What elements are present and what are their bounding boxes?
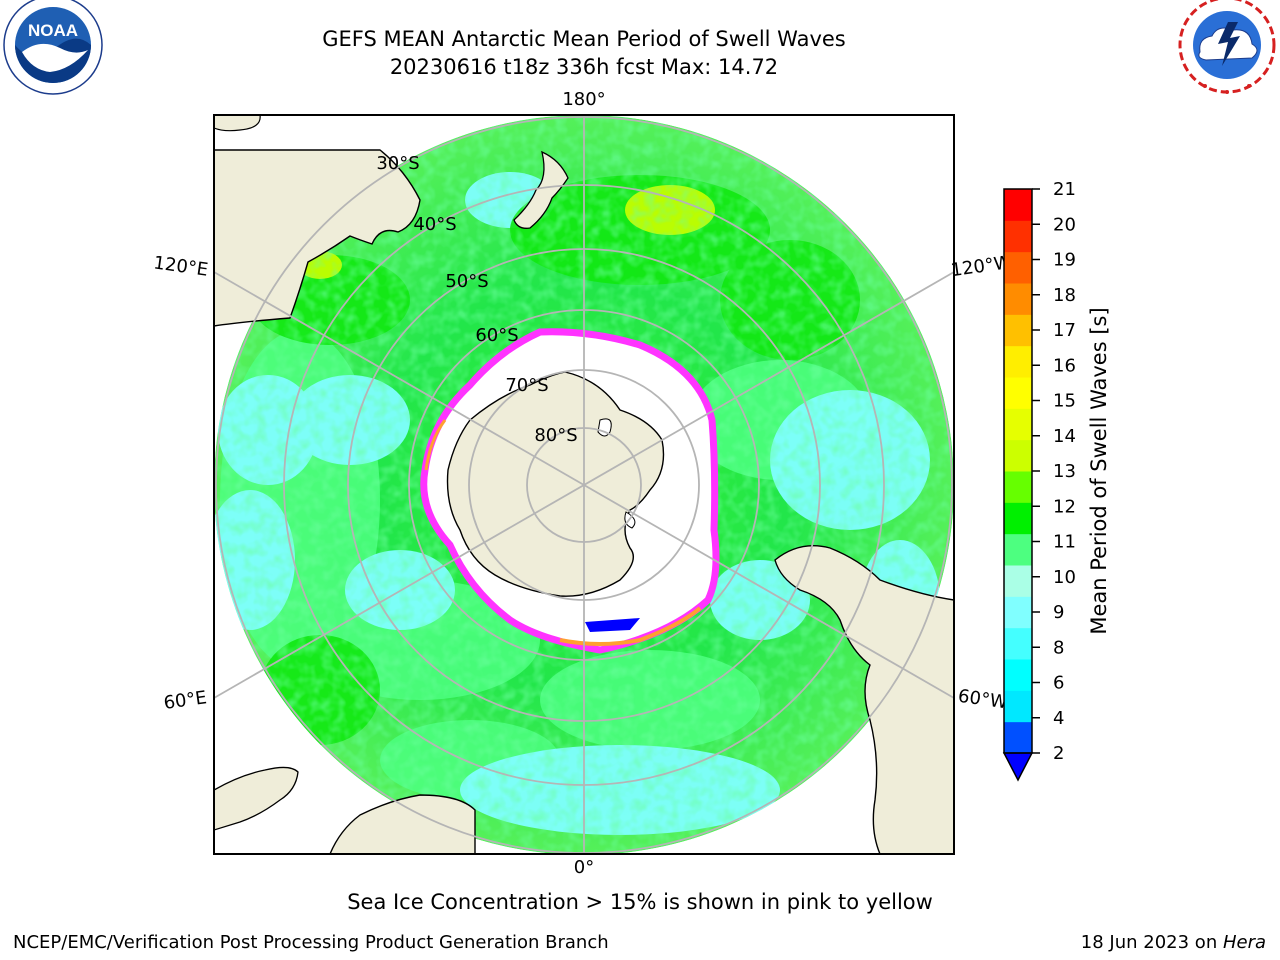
lat-label-70s: 70°S xyxy=(505,375,548,396)
colorbar-segment xyxy=(1004,471,1032,503)
colorbar-tick-label: 16 xyxy=(1053,355,1076,376)
colorbar-segment xyxy=(1004,596,1032,629)
lon-label-60e: 60°E xyxy=(162,687,208,714)
colorbar-segment xyxy=(1004,377,1032,409)
south-america-land xyxy=(774,545,954,854)
colorbar-segment xyxy=(1004,533,1032,566)
colorbar-tick-label: 17 xyxy=(1053,320,1076,341)
colorbar-segment xyxy=(1004,189,1032,221)
map-frame xyxy=(213,114,955,855)
lat-label-80s: 80°S xyxy=(534,425,577,446)
lon-label-120e: 120°E xyxy=(152,252,209,280)
colorbar-extend-arrow xyxy=(1002,752,1034,782)
lat-label-30s: 30°S xyxy=(376,153,419,174)
colorbar-tick-label: 15 xyxy=(1053,391,1076,412)
footer-date: 18 Jun 2023 on Hera xyxy=(1081,932,1266,953)
footer-host: Hera xyxy=(1222,932,1266,953)
colorbar-segment xyxy=(1004,627,1032,660)
colorbar: 21 20 19 18 17 16 15 14 13 12 11 10 9 8 6 4 2 Mean Perio… xyxy=(1002,179,1111,782)
colorbar-tick-label: 19 xyxy=(1053,250,1076,271)
lat-label-40s: 40°S xyxy=(413,214,456,235)
colorbar-tick-label: 8 xyxy=(1053,637,1064,658)
colorbar-tick-label: 2 xyxy=(1053,743,1064,764)
colorbar-segment xyxy=(1004,502,1032,535)
colorbar-segment xyxy=(1004,721,1032,754)
colorbar-tick-label: 21 xyxy=(1053,179,1076,200)
colorbar-segment xyxy=(1004,220,1032,253)
colorbar-segment xyxy=(1004,659,1032,691)
colorbar-tick-label: 12 xyxy=(1053,496,1076,517)
lon-label-60w: 60°W xyxy=(957,686,1009,714)
colorbar-segment xyxy=(1004,314,1032,347)
colorbar-tick-label: 18 xyxy=(1053,285,1076,306)
footer-date-text: 18 Jun 2023 on xyxy=(1080,932,1223,953)
madagascar-land xyxy=(214,766,299,831)
colorbar-tick-label: 6 xyxy=(1053,673,1064,694)
lon-label-0: 0° xyxy=(574,857,594,878)
noaa-logo-icon: NOAA xyxy=(3,0,103,95)
colorbar-tick-label: 13 xyxy=(1053,461,1076,482)
colorbar-segment xyxy=(1004,690,1032,723)
map-subtitle: 20230616 t18z 336h fcst Max: 14.72 xyxy=(389,55,779,79)
nws-logo-icon xyxy=(1178,0,1276,94)
colorbar-segment xyxy=(1004,408,1032,441)
noaa-wordmark: NOAA xyxy=(28,21,78,40)
colorbar-tick-label: 4 xyxy=(1053,708,1064,729)
colorbar-segment xyxy=(1004,283,1032,315)
colorbar-tick-label: 10 xyxy=(1053,567,1076,588)
colorbar-segment xyxy=(1004,439,1032,472)
australia-land xyxy=(214,149,421,327)
colorbar-segment xyxy=(1004,345,1032,378)
colorbar-tick-label: 11 xyxy=(1053,532,1076,553)
footer-credit: NCEP/EMC/Verification Post Processing Pr… xyxy=(13,932,609,953)
africa-land xyxy=(329,794,476,854)
lat-label-50s: 50°S xyxy=(445,271,488,292)
colorbar-tick-label: 14 xyxy=(1053,426,1076,447)
colorbar-segment xyxy=(1004,565,1032,597)
new-zealand-land xyxy=(513,150,569,229)
map-title: GEFS MEAN Antarctic Mean Period of Swell… xyxy=(322,27,846,51)
polar-map xyxy=(214,115,954,854)
lon-label-180: 180° xyxy=(562,89,605,110)
lat-label-60s: 60°S xyxy=(475,325,518,346)
colorbar-tick-label: 20 xyxy=(1053,214,1076,235)
colorbar-segment xyxy=(1004,251,1032,284)
sea-ice-note: Sea Ice Concentration > 15% is shown in … xyxy=(347,890,933,914)
colorbar-tick-label: 9 xyxy=(1053,602,1064,623)
colorbar-label: Mean Period of Swell Waves [s] xyxy=(1087,307,1111,634)
